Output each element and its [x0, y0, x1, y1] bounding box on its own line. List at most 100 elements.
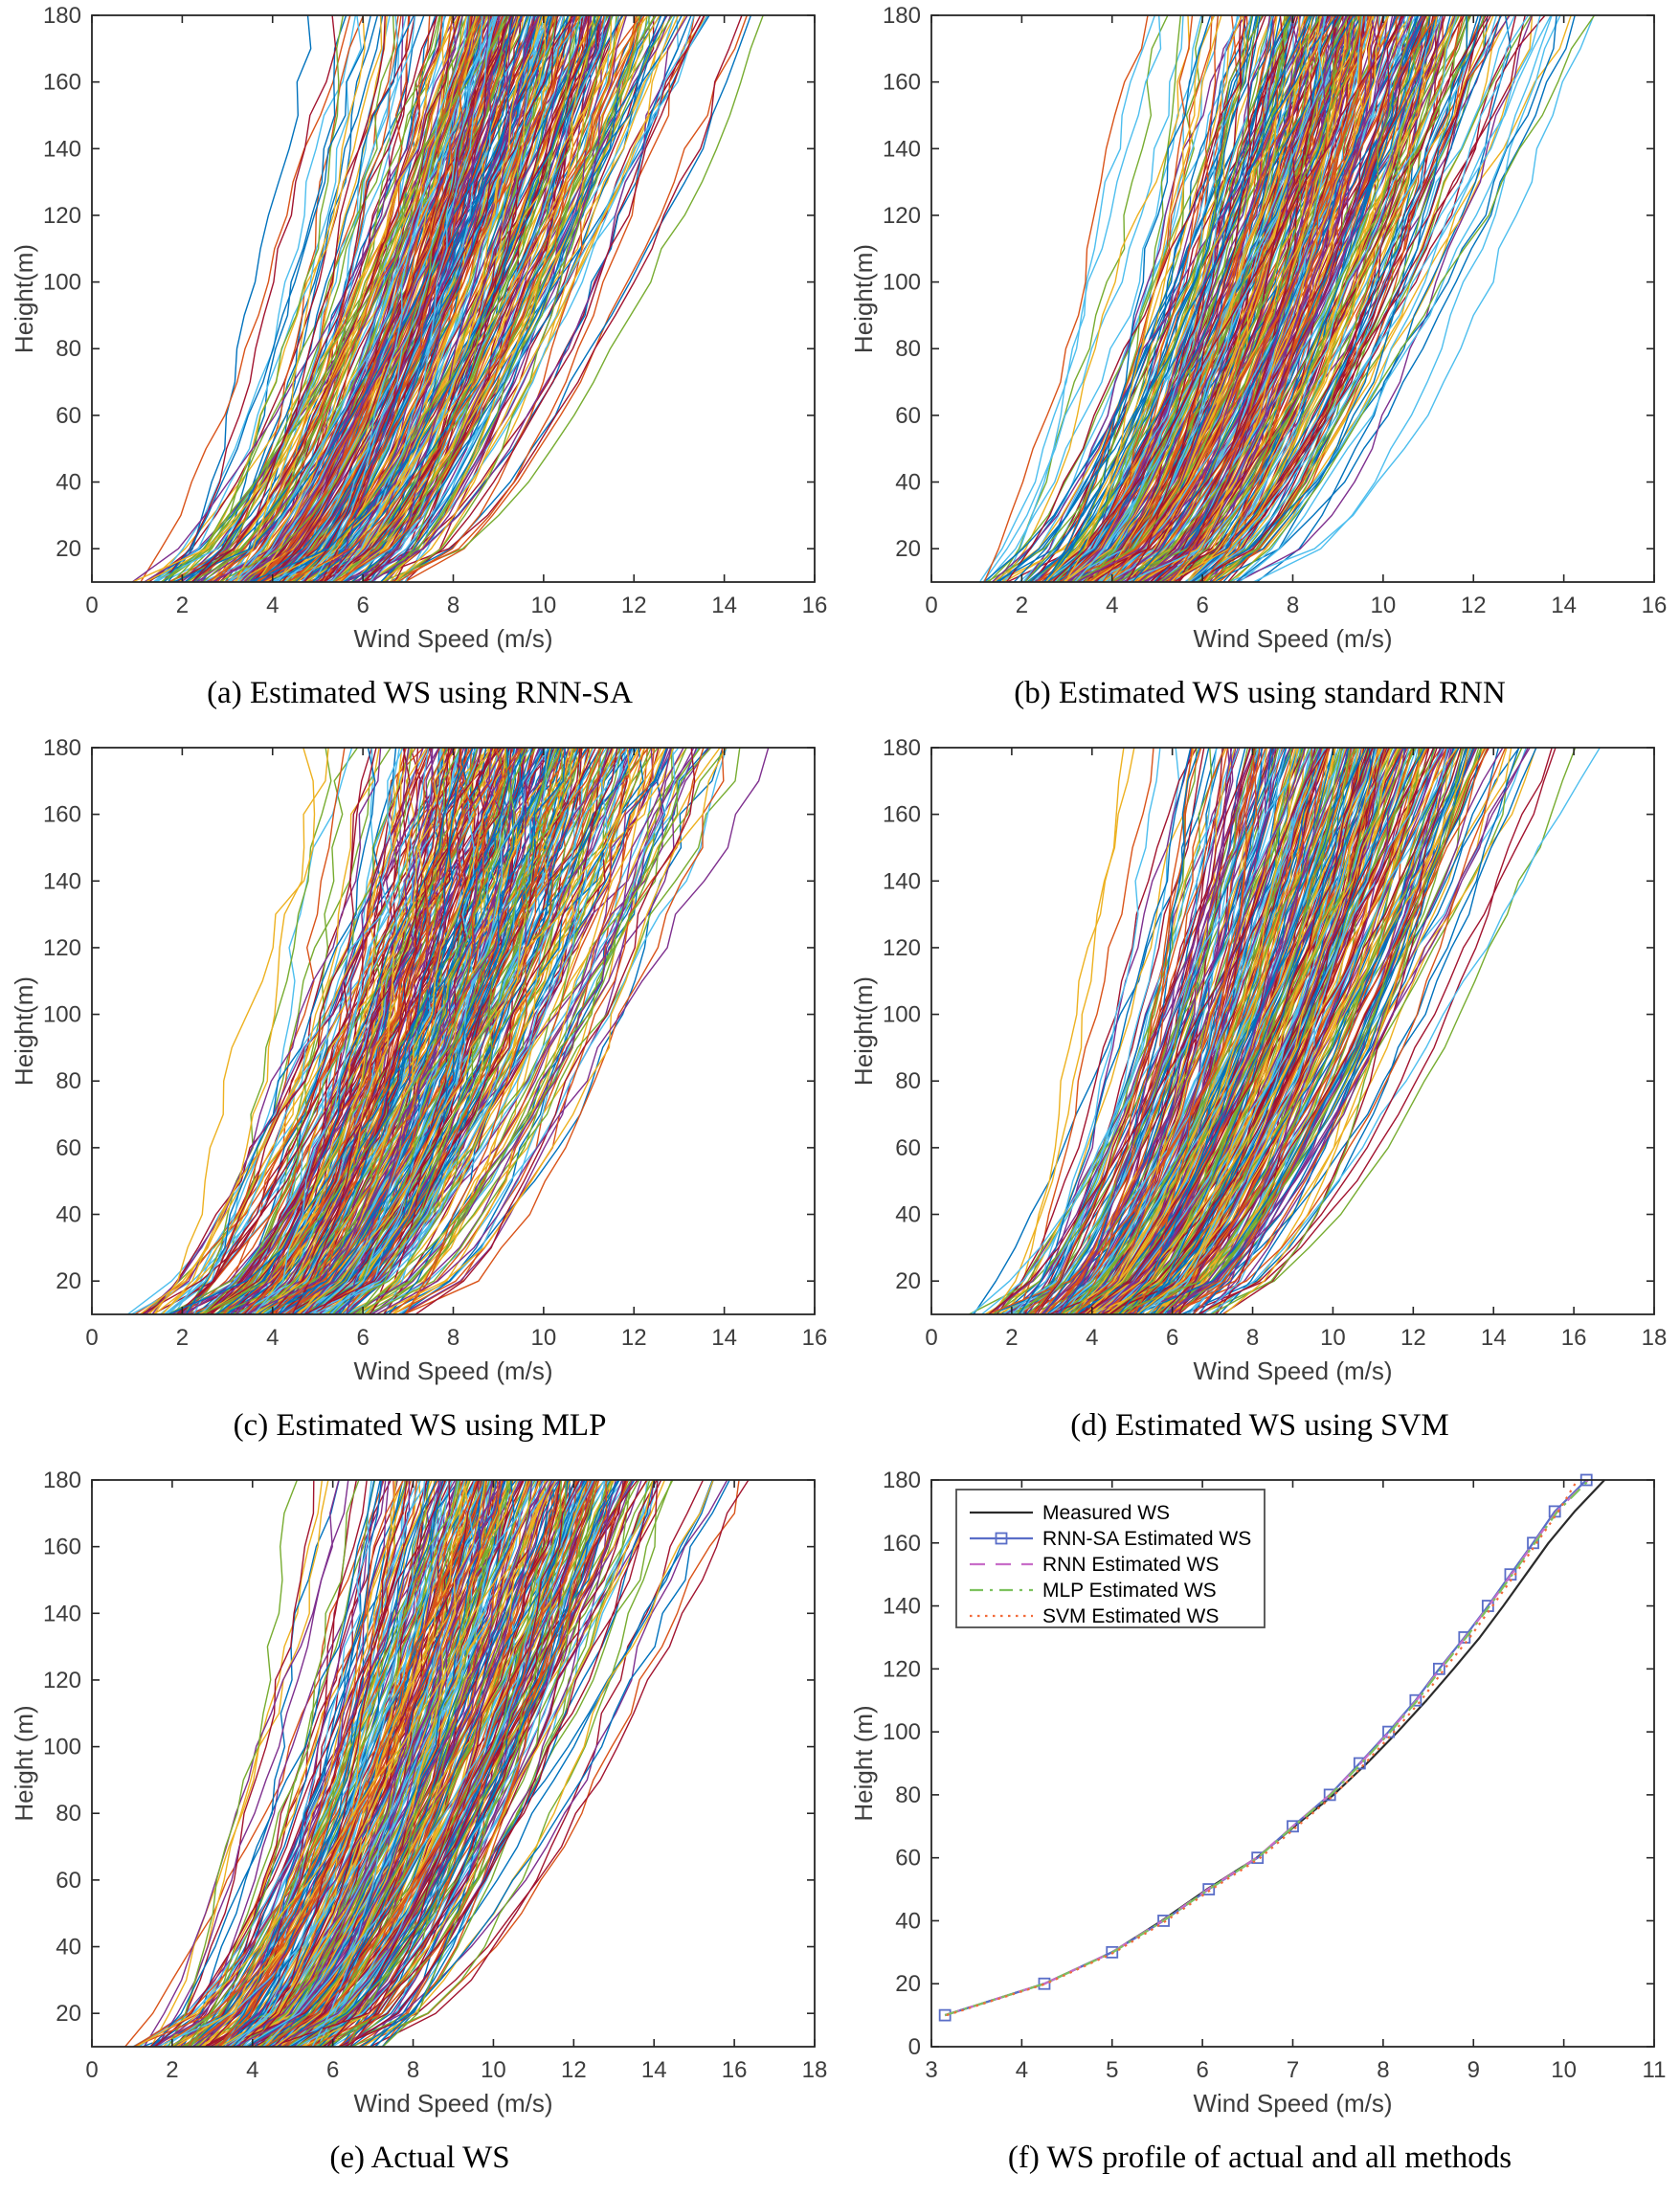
svg-text:10: 10: [531, 593, 557, 618]
svg-text:8: 8: [1287, 593, 1299, 618]
svg-text:10: 10: [1371, 593, 1397, 618]
svg-text:160: 160: [43, 1535, 81, 1560]
x-axis-label: Wind Speed (m/s): [1193, 624, 1392, 653]
svg-text:14: 14: [711, 1325, 737, 1351]
ensemble-lines: [123, 1480, 750, 2047]
svg-text:2: 2: [176, 593, 189, 618]
svg-text:120: 120: [883, 1656, 921, 1682]
chart-mlp-ensemble: 0 2 4 6 8 10 12 14 16 20 40 60 80 100 120 140 160 180 Wind…: [10, 735, 827, 1385]
ensemble-lines: [978, 15, 1596, 582]
svg-text:160: 160: [43, 802, 81, 828]
caption-e: (e) Actual WS: [329, 2141, 510, 2175]
svg-text:80: 80: [56, 1801, 81, 1827]
chart-svm-ensemble: 0 2 4 6 8 10 12 14 16 18 20 40 60 80 100 120 140 160 180 Wi…: [849, 735, 1667, 1385]
y-axis-label: Height(m): [849, 244, 878, 353]
svg-text:20: 20: [895, 1971, 921, 1997]
svg-text:16: 16: [1642, 593, 1668, 618]
svg-text:2: 2: [166, 2057, 178, 2083]
svg-text:40: 40: [895, 470, 921, 496]
series-mlp-estimated-ws: [944, 1479, 1590, 2017]
y-tick-labels: 20 40 60 80 100 120 140 160 180: [883, 3, 921, 562]
panel-b: 0 2 4 6 8 10 12 14 16 20 40 60 80 100 120 140 160 180 Wind…: [840, 0, 1680, 732]
svg-text:3: 3: [925, 2057, 937, 2083]
svg-text:4: 4: [1016, 2057, 1028, 2083]
svg-text:180: 180: [43, 3, 81, 29]
svg-text:100: 100: [43, 1735, 81, 1760]
svg-text:11: 11: [1643, 2057, 1667, 2083]
legend: Measured WS RNN-SA Estimated WS RNN Estima…: [955, 1489, 1266, 1628]
y-tick-labels: 20 40 60 80 100 120 140 160 180: [43, 1468, 81, 2027]
y-axis-label: Height(m): [10, 976, 38, 1086]
chart-actual-ensemble: 0 2 4 6 8 10 12 14 16 18 20 40 60 80 100 120 140 160 180 Wi…: [10, 1468, 827, 2118]
svg-text:18: 18: [802, 2057, 828, 2083]
axes: 0 2 4 6 8 10 12 14 16 20 40 60 80 100 120 140 160 180 Wind…: [10, 3, 827, 653]
svg-text:12: 12: [621, 593, 647, 618]
svg-text:4: 4: [1086, 1325, 1098, 1351]
svg-text:160: 160: [883, 1531, 921, 1557]
svg-text:180: 180: [43, 735, 81, 761]
y-axis-label: Height (m): [10, 1705, 38, 1821]
svg-text:180: 180: [883, 735, 921, 761]
svg-text:12: 12: [561, 2057, 587, 2083]
x-tick-labels: 0 2 4 6 8 10 12 14 16 18: [925, 1325, 1667, 1351]
svg-text:8: 8: [447, 593, 459, 618]
svg-text:100: 100: [883, 270, 921, 296]
svg-text:0: 0: [908, 2034, 921, 2060]
svg-text:40: 40: [56, 1935, 81, 1961]
chart-profile-comparison: 3 4 5 6 7 8 9 10 11 0 20 40 60 80 100 120 140 160 180 Wind …: [849, 1468, 1667, 2118]
x-tick-labels: 0 2 4 6 8 10 12 14 16: [85, 1325, 827, 1351]
svg-text:8: 8: [407, 2057, 419, 2083]
panel-d: 0 2 4 6 8 10 12 14 16 18 20 40 60 80 100 120 140 160 180 Wi…: [840, 732, 1680, 1465]
y-tick-labels: 20 40 60 80 100 120 140 160 180: [43, 735, 81, 1294]
svg-text:16: 16: [722, 2057, 748, 2083]
legend-label: RNN-SA Estimated WS: [1042, 1528, 1251, 1550]
svg-text:40: 40: [895, 1908, 921, 1934]
y-tick-labels: 0 20 40 60 80 100 120 140 160 180: [883, 1468, 921, 2060]
x-tick-labels: 0 2 4 6 8 10 12 14 16 18: [85, 2057, 827, 2083]
svg-text:14: 14: [1551, 593, 1577, 618]
svg-text:80: 80: [895, 1068, 921, 1094]
svg-text:14: 14: [711, 593, 737, 618]
panel-e: 0 2 4 6 8 10 12 14 16 18 20 40 60 80 100 120 140 160 180 Wi…: [0, 1465, 840, 2197]
svg-text:60: 60: [895, 403, 921, 429]
axis-box: [930, 14, 1655, 583]
svg-text:8: 8: [1377, 2057, 1389, 2083]
svg-text:2: 2: [176, 1325, 189, 1351]
svg-text:40: 40: [56, 470, 81, 496]
svg-text:20: 20: [895, 536, 921, 562]
svg-text:6: 6: [356, 1325, 369, 1351]
svg-text:120: 120: [883, 935, 921, 961]
svg-text:80: 80: [56, 336, 81, 362]
svg-text:8: 8: [1246, 1325, 1259, 1351]
x-axis-label: Wind Speed (m/s): [1193, 2089, 1392, 2118]
y-axis-label: Height(m): [10, 244, 38, 353]
svg-text:7: 7: [1287, 2057, 1299, 2083]
legend-label: SVM Estimated WS: [1042, 1605, 1219, 1627]
svg-text:6: 6: [356, 593, 369, 618]
svg-text:10: 10: [531, 1325, 557, 1351]
y-axis-label: Height(m): [849, 976, 878, 1086]
svg-text:140: 140: [43, 868, 81, 894]
legend-label: RNN Estimated WS: [1042, 1554, 1219, 1576]
axes: 0 2 4 6 8 10 12 14 16 18 20 40 60 80 100 120 140 160 180 Wi…: [10, 1468, 827, 2118]
chart-rnn-sa-ensemble: 0 2 4 6 8 10 12 14 16 20 40 60 80 100 120 140 160 180 Wind…: [10, 3, 827, 653]
x-axis-label: Wind Speed (m/s): [1193, 1356, 1392, 1385]
ensemble-lines: [968, 748, 1601, 1314]
svg-text:10: 10: [1551, 2057, 1577, 2083]
svg-text:5: 5: [1106, 2057, 1118, 2083]
svg-text:40: 40: [56, 1202, 81, 1228]
svg-text:0: 0: [85, 1325, 98, 1351]
svg-text:2: 2: [1005, 1325, 1018, 1351]
svg-text:120: 120: [43, 935, 81, 961]
svg-text:80: 80: [895, 336, 921, 362]
legend-sample-marker: [995, 1532, 1008, 1545]
panel-f: 3 4 5 6 7 8 9 10 11 0 20 40 60 80 100 120 140 160 180 Wind …: [840, 1465, 1680, 2197]
svg-text:60: 60: [56, 1868, 81, 1894]
series-svm-estimated-ws: [946, 1479, 1579, 2017]
svg-text:20: 20: [56, 536, 81, 562]
svg-text:8: 8: [447, 1325, 459, 1351]
svg-text:60: 60: [895, 1846, 921, 1872]
axis-box: [930, 747, 1655, 1315]
svg-text:0: 0: [925, 1325, 937, 1351]
caption-a: (a) Estimated WS using RNN-SA: [207, 676, 633, 710]
